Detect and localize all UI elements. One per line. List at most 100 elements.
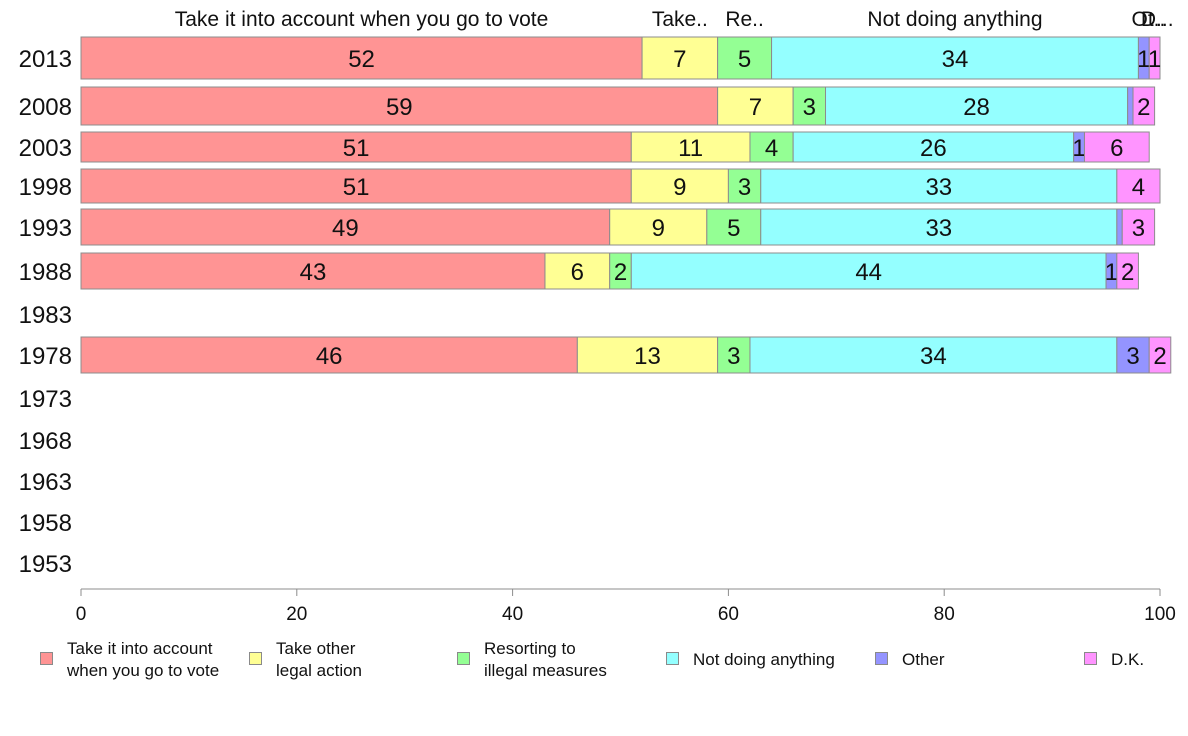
data-label: 13: [634, 343, 661, 370]
data-label: 3: [1132, 215, 1145, 242]
legend-label: Take it into account when you go to vote: [67, 639, 220, 680]
top-series-label: Not doing anything: [867, 8, 1042, 31]
data-label: 44: [855, 259, 882, 286]
bar-segment: [771, 36, 1139, 80]
bar-segment: [630, 252, 1107, 290]
year-label: 1998: [19, 174, 72, 201]
bar-segment: [760, 168, 1118, 204]
data-label: 46: [316, 343, 343, 370]
data-label: 2: [1137, 94, 1150, 121]
bar-segment: [760, 208, 1118, 246]
bar-segment: [630, 168, 729, 204]
data-label: 7: [673, 46, 686, 73]
legend-item: Resorting to illegal measures: [457, 638, 607, 682]
legend-item: Take other legal action: [249, 638, 362, 682]
data-label: 33: [925, 215, 952, 242]
bar-segment: [749, 131, 794, 163]
top-series-label: Take it into account when you go to vote: [175, 8, 549, 31]
top-series-label: D...: [1141, 8, 1174, 31]
data-label: 59: [386, 94, 413, 121]
legend-swatch: [40, 652, 53, 665]
bar-segment: [1083, 131, 1150, 163]
data-label: 51: [343, 135, 370, 162]
bar-segment: [706, 208, 762, 246]
top-series-label: Take..: [652, 8, 708, 31]
bar-segment: [1121, 208, 1156, 246]
year-label: 1973: [19, 386, 72, 413]
bar-segment: [792, 86, 827, 126]
data-label: 43: [300, 259, 327, 286]
data-label: 5: [738, 46, 751, 73]
bar-segment: [717, 36, 773, 80]
data-label: 7: [749, 94, 762, 121]
data-label: 6: [1110, 135, 1123, 162]
data-label: 3: [738, 174, 751, 201]
data-label: 3: [727, 343, 740, 370]
data-label: 9: [673, 174, 686, 201]
data-label: 5: [727, 215, 740, 242]
data-label: 1: [1105, 259, 1118, 286]
legend-label: Not doing anything: [693, 650, 835, 669]
bar-segment: [1127, 86, 1134, 126]
legend-label: D.K.: [1111, 650, 1145, 669]
legend-swatch: [249, 652, 262, 665]
top-series-label: Ot..: [1131, 8, 1165, 31]
legend-item: Take it into account when you go to vote: [40, 638, 219, 682]
legend-swatch: [1084, 652, 1097, 665]
year-label: 1978: [19, 343, 72, 370]
legend-item: Other: [875, 638, 945, 671]
data-label: 33: [925, 174, 952, 201]
data-label: 1: [1137, 46, 1150, 73]
legend-swatch: [457, 652, 470, 665]
data-label: 51: [343, 174, 370, 201]
data-label: 2: [1121, 259, 1134, 286]
legend-label: Other: [902, 650, 945, 669]
bar-segment: [1116, 336, 1150, 374]
legend: Take it into account when you go to vote…: [0, 638, 1188, 688]
data-label: 49: [332, 215, 359, 242]
data-label: 9: [652, 215, 665, 242]
bar-segment: [544, 252, 611, 290]
data-label: 34: [920, 343, 947, 370]
bar-segment: [80, 168, 632, 204]
data-label: 2: [1153, 343, 1166, 370]
x-tick-label: 80: [934, 604, 955, 625]
legend-label: Take other legal action: [276, 639, 363, 680]
x-tick-label: 20: [286, 604, 307, 625]
bar-segment: [792, 131, 1075, 163]
bar-segment: [80, 36, 643, 80]
bar-segment: [727, 168, 762, 204]
bar-segment: [80, 86, 719, 126]
data-label: 2: [614, 259, 627, 286]
bar-segment: [1132, 86, 1156, 126]
year-label: 1983: [19, 302, 72, 329]
data-label: 3: [803, 94, 816, 121]
top-series-label: Re..: [725, 8, 764, 31]
bar-segment: [80, 336, 578, 374]
year-label: 1988: [19, 259, 72, 286]
bar-segment: [1116, 208, 1123, 246]
year-label: 1968: [19, 428, 72, 455]
data-label: 4: [1132, 174, 1145, 201]
year-label: 1963: [19, 469, 72, 496]
year-label: 1993: [19, 215, 72, 242]
data-label: 3: [1126, 343, 1139, 370]
data-label: 6: [571, 259, 584, 286]
data-label: 1: [1148, 46, 1161, 73]
data-label: 52: [348, 46, 375, 73]
bar-segment: [1148, 336, 1172, 374]
bar-segment: [749, 336, 1118, 374]
x-tick-label: 0: [76, 604, 87, 625]
bar-segment: [80, 208, 611, 246]
year-label: 1958: [19, 510, 72, 537]
x-tick-label: 40: [502, 604, 523, 625]
data-label: 34: [942, 46, 969, 73]
bar-segment: [1116, 252, 1139, 290]
bar-segment: [80, 252, 546, 290]
year-label: 2013: [19, 46, 72, 73]
bar-segment: [1148, 36, 1161, 80]
legend-swatch: [875, 652, 888, 665]
legend-item: Not doing anything: [666, 638, 835, 671]
